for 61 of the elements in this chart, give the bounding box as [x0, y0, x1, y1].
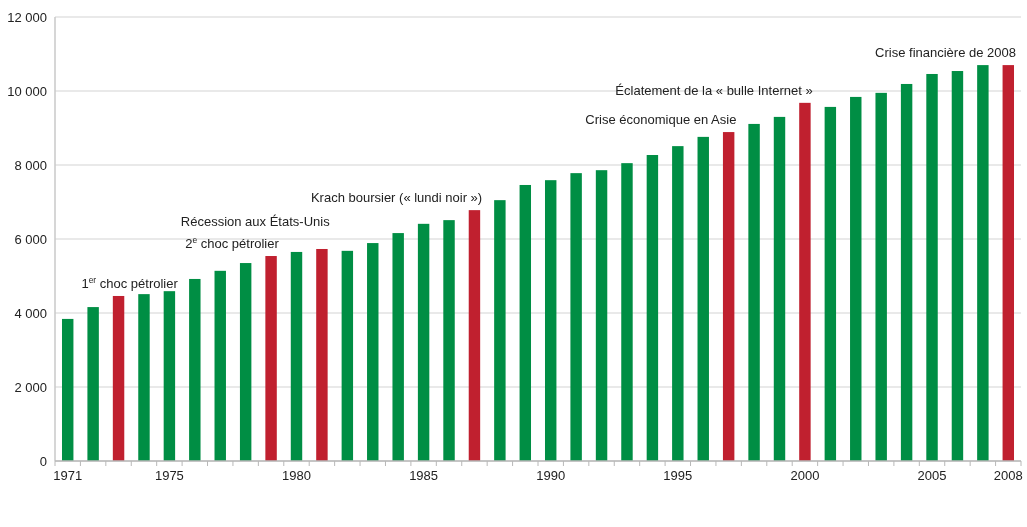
bar — [544, 180, 557, 461]
annotation: Crise financière de 2008 — [875, 45, 1017, 61]
bar — [748, 123, 760, 461]
bar — [773, 116, 786, 461]
annotation: Krach boursier (« lundi noir ») — [310, 190, 483, 206]
y-tick-label: 12 000 — [7, 9, 47, 25]
x-tick-label: 1995 — [663, 468, 693, 483]
bar — [468, 210, 481, 461]
bar — [163, 291, 176, 461]
annotation: 1$^{er}$ choc pétrolier — [81, 274, 179, 291]
y-tick-label: 8 000 — [14, 157, 47, 173]
bar — [799, 102, 811, 461]
annotation: 2$^{e}$ choc pétrolier — [185, 235, 280, 252]
bar — [875, 92, 887, 461]
bar — [621, 163, 633, 461]
bar — [722, 132, 735, 461]
bar — [138, 294, 150, 461]
x-tick-label: 1975 — [154, 468, 184, 483]
annotation: Crise économique en Asie — [585, 112, 737, 128]
bar — [189, 278, 201, 461]
bar — [61, 318, 74, 461]
bar — [900, 83, 913, 461]
bar — [443, 220, 455, 461]
bar — [290, 251, 303, 461]
bar — [519, 184, 532, 461]
bar — [595, 170, 608, 461]
bar — [367, 243, 379, 461]
bar — [850, 96, 862, 461]
y-tick-label: 4 000 — [14, 305, 47, 321]
bar — [239, 263, 252, 461]
x-tick-label: 1990 — [536, 468, 566, 483]
bar — [417, 223, 430, 461]
y-tick-label: 0 — [39, 453, 47, 469]
bar — [697, 136, 709, 461]
bar — [1002, 65, 1015, 461]
x-tick-label: 1971 — [53, 468, 83, 483]
bar — [265, 256, 277, 461]
y-tick-label: 10 000 — [7, 83, 47, 99]
annotation: Récession aux États-Unis — [180, 213, 331, 229]
bar — [570, 173, 582, 461]
x-tick-label: 1980 — [282, 468, 311, 483]
bar — [341, 250, 354, 461]
bar — [87, 307, 99, 461]
annotation: Éclatement de la « bulle Internet » — [615, 82, 813, 98]
bar — [392, 233, 404, 461]
bar — [977, 65, 989, 461]
bar — [112, 295, 125, 461]
bar — [824, 106, 837, 461]
x-tick-label: 2000 — [790, 468, 820, 483]
bar — [646, 155, 659, 461]
bar — [214, 270, 226, 461]
x-tick-label: 2008 — [993, 468, 1023, 483]
bar — [951, 71, 964, 461]
bar — [926, 73, 938, 461]
y-tick-label: 2 000 — [14, 379, 47, 395]
y-tick-label: 6 000 — [14, 231, 47, 247]
bar — [316, 248, 328, 461]
x-tick-label: 2005 — [917, 468, 947, 483]
x-tick-label: 1985 — [409, 468, 439, 483]
bar — [494, 200, 506, 461]
bar — [672, 146, 684, 461]
